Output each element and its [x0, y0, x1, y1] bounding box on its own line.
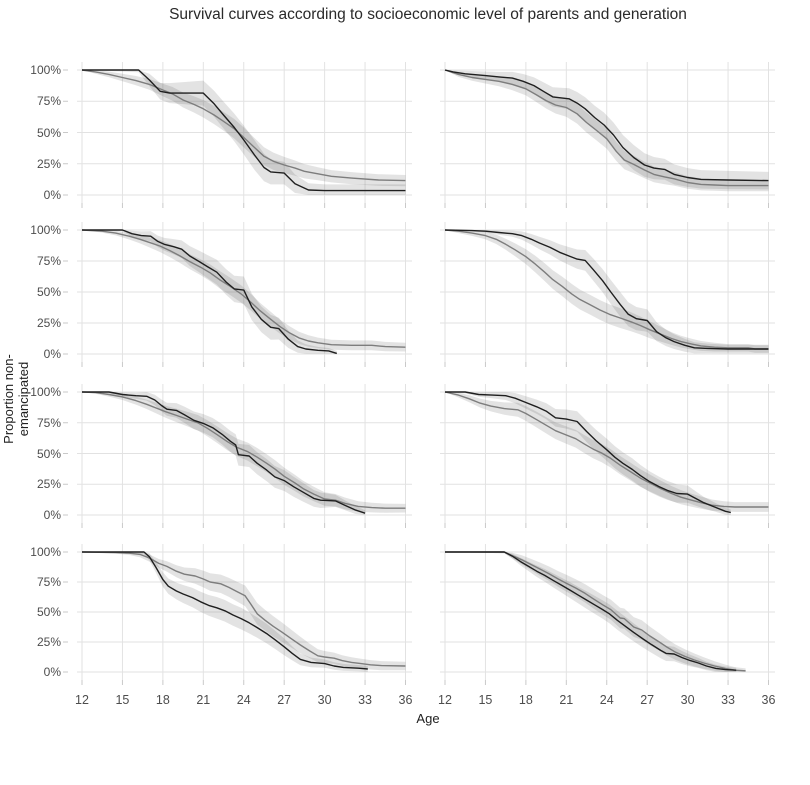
- survival-curve-stratum-dark: [445, 391, 731, 514]
- y-tick-label: 25%: [36, 156, 61, 171]
- survival-curve-stratum-dark: [444, 229, 769, 350]
- confidence-band-stratum-dark: [82, 392, 366, 515]
- survival-curve-stratum-gray: [444, 391, 769, 508]
- x-tick-label: 18: [155, 693, 170, 707]
- survival-curve-stratum-dark: [444, 69, 769, 182]
- y-tick-label: 50%: [36, 446, 61, 461]
- survival-curve-stratum-gray: [445, 551, 746, 672]
- confidence-band-stratum-gray: [82, 70, 406, 187]
- x-tick-label: 12: [438, 693, 452, 707]
- x-axis-title: Age: [416, 711, 440, 726]
- survival-curve-stratum-gray: [444, 69, 769, 187]
- y-tick-label: 25%: [36, 477, 61, 492]
- x-tick-label: 27: [640, 693, 655, 707]
- confidence-band-stratum-dark: [82, 230, 337, 354]
- survival-panel-r1c1: [63, 62, 412, 208]
- survival-panel-r2c2: [440, 222, 775, 367]
- confidence-band-stratum-dark: [82, 552, 368, 672]
- y-tick-label: 100%: [30, 385, 61, 399]
- survival-panel-r2c1: [63, 222, 412, 367]
- confidence-band-stratum-gray: [82, 392, 406, 513]
- x-tick-label: 36: [398, 693, 413, 707]
- survival-panel-r3c2: [440, 384, 775, 528]
- y-tick-label: 75%: [36, 575, 61, 589]
- survival-curve-stratum-gray: [81, 391, 406, 509]
- survival-curve-stratum-dark: [82, 69, 406, 192]
- y-tick-label: 50%: [36, 605, 61, 619]
- y-tick-label: 75%: [36, 415, 61, 430]
- confidence-band-stratum-dark: [445, 392, 731, 515]
- survival-curve-stratum-gray: [81, 229, 406, 348]
- y-tick-label: 75%: [36, 254, 61, 268]
- survival-panel-r4c2: [440, 544, 775, 685]
- survival-curve-stratum-dark: [445, 551, 737, 671]
- confidence-band-stratum-gray: [445, 230, 769, 353]
- confidence-band-stratum-dark: [82, 70, 406, 195]
- y-tick-label: 75%: [36, 94, 61, 109]
- survival-curve-stratum-gray: [444, 229, 769, 350]
- survival-panel-r3c1: [63, 384, 412, 528]
- confidence-band-stratum-dark: [445, 70, 769, 190]
- confidence-band-stratum-dark: [445, 230, 769, 354]
- survival-panel-r1c2: [440, 62, 775, 208]
- x-tick-label: 36: [761, 693, 776, 707]
- survival-curve-stratum-gray: [81, 69, 406, 182]
- x-tick-label: 33: [721, 693, 736, 707]
- x-tick-label: 12: [75, 693, 89, 707]
- x-tick-label: 30: [680, 693, 695, 707]
- x-tick-label: 15: [478, 693, 493, 707]
- survival-curve-stratum-gray: [81, 551, 406, 667]
- x-tick-label: 30: [317, 693, 332, 707]
- confidence-band-stratum-gray: [445, 552, 746, 672]
- x-tick-label: 27: [277, 693, 292, 707]
- y-tick-label: 50%: [36, 285, 61, 299]
- chart-title: Survival curves according to socioeconom…: [169, 6, 687, 23]
- confidence-band-stratum-gray: [445, 392, 769, 512]
- y-tick-label: 100%: [30, 223, 61, 237]
- x-tick-label: 15: [115, 693, 130, 707]
- y-tick-label: 0%: [43, 665, 61, 679]
- y-tick-label: 0%: [43, 508, 61, 522]
- x-tick-label: 24: [236, 693, 251, 707]
- y-tick-label: 25%: [36, 635, 61, 649]
- y-tick-label: 0%: [43, 347, 61, 361]
- y-tick-label: 25%: [36, 316, 61, 330]
- confidence-band-stratum-gray: [445, 70, 769, 192]
- x-tick-label: 24: [599, 693, 614, 707]
- survival-panel-r4c1: [63, 544, 412, 685]
- x-tick-label: 21: [196, 693, 211, 707]
- y-tick-label: 100%: [30, 63, 61, 77]
- survival-curve-stratum-dark: [82, 229, 338, 355]
- y-tick-label: 100%: [30, 545, 61, 559]
- y-tick-label: 50%: [36, 125, 61, 140]
- survival-curve-stratum-dark: [82, 391, 366, 514]
- x-tick-label: 21: [559, 693, 574, 707]
- survival-curve-stratum-dark: [82, 551, 368, 670]
- x-tick-label: 33: [358, 693, 373, 707]
- x-tick-label: 18: [518, 693, 533, 707]
- y-tick-label: 0%: [43, 188, 61, 202]
